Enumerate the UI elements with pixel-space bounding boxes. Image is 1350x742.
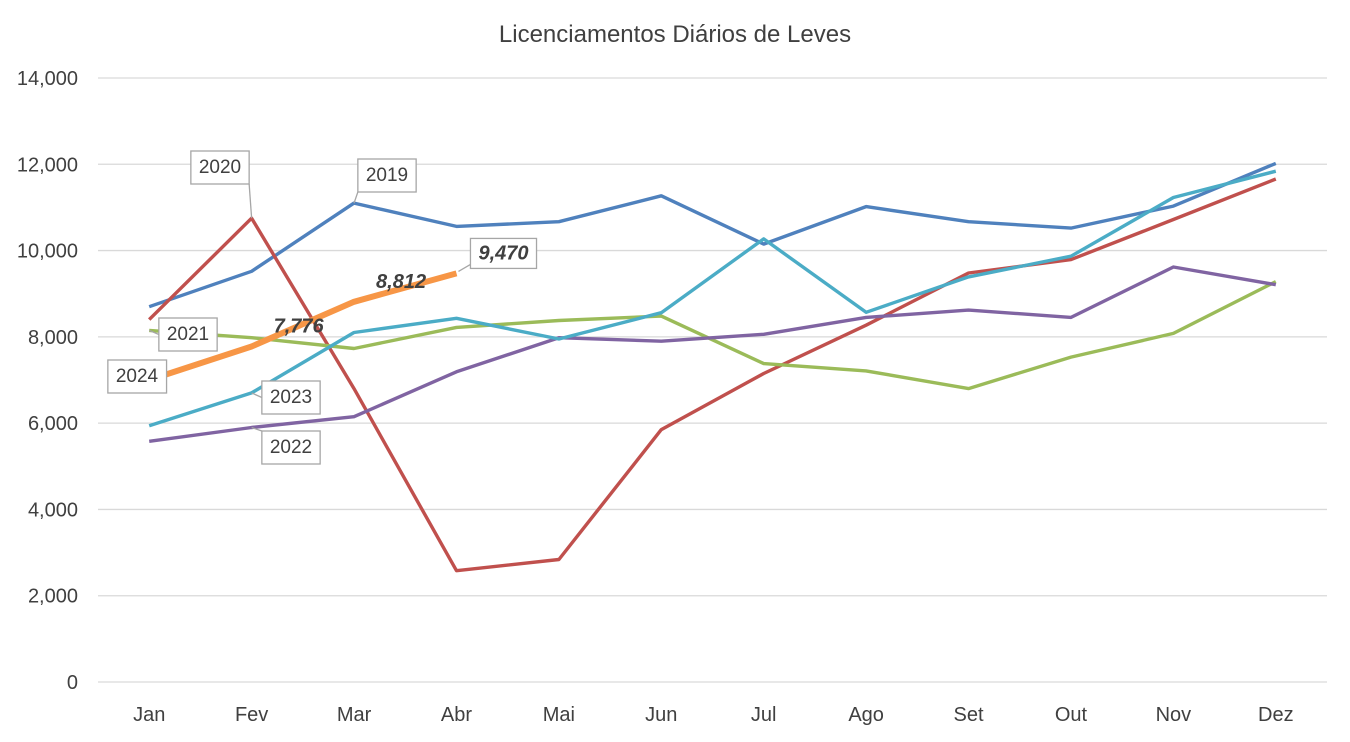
callout-label: 2023 — [270, 387, 312, 408]
y-tick-label: 6,000 — [28, 413, 78, 435]
callout-leader — [148, 329, 160, 336]
callout-label: 2020 — [199, 157, 241, 178]
callout-box — [261, 430, 321, 465]
callout-box — [158, 317, 218, 352]
y-tick-label: 12,000 — [17, 154, 78, 176]
callout-label: 2022 — [270, 437, 312, 458]
series-line-2019 — [148, 161, 1277, 309]
data-label: 8,812 — [376, 271, 426, 293]
y-tick-label: 14,000 — [17, 68, 78, 90]
data-label: 9,470 — [478, 242, 528, 264]
callout-box — [190, 150, 250, 185]
callout-2023: 2023 — [251, 380, 321, 415]
y-tick-label: 8,000 — [28, 327, 78, 349]
callout-2022: 2022 — [251, 426, 321, 465]
callout-box — [261, 380, 321, 415]
callout-label: 2024 — [116, 366, 159, 387]
data-label: 7,776 — [274, 316, 325, 338]
x-tick-label: Nov — [1156, 704, 1192, 726]
callout-2024: 2024 — [107, 359, 168, 394]
y-tick-label: 0 — [67, 672, 78, 694]
x-tick-label: Mai — [543, 704, 575, 726]
x-tick-label: Fev — [235, 704, 268, 726]
data-labels: 7,776 8,812 9,470 — [274, 237, 538, 338]
callout-label: 2021 — [167, 324, 209, 345]
x-tick-label: Out — [1055, 704, 1088, 726]
x-tick-label: Ago — [848, 704, 884, 726]
y-tick-label: 10,000 — [17, 241, 78, 263]
series-callouts: 2020 2019 2021 2024 2023 2022 — [107, 150, 417, 465]
gridlines — [98, 77, 1327, 683]
x-tick-label: Abr — [441, 704, 472, 726]
callout-2020: 2020 — [190, 150, 253, 219]
callout-leader — [251, 392, 263, 399]
series-line-2021 — [149, 280, 1277, 391]
x-tick-label: Dez — [1258, 704, 1294, 726]
x-tick-label: Jul — [751, 704, 777, 726]
data-label-leader — [458, 263, 471, 272]
callout-box — [107, 359, 168, 394]
callout-label: 2019 — [366, 165, 408, 186]
callout-leader — [248, 183, 253, 219]
data-label-box — [469, 237, 538, 270]
series-line-2023 — [148, 169, 1277, 428]
y-tick-label: 4,000 — [28, 499, 78, 521]
x-tick-label: Jan — [133, 704, 165, 726]
x-tick-label: Set — [954, 704, 984, 726]
x-axis-tick-labels: Jan Fev Mar Abr Mai Jun Jul Ago Set Out Nov Dez — [133, 704, 1293, 726]
callout-2019: 2019 — [353, 158, 417, 204]
callout-leader — [353, 191, 359, 204]
series-line-2024 — [148, 270, 458, 383]
series-lines — [148, 161, 1277, 573]
x-tick-label: Jun — [645, 704, 677, 726]
series-line-2020 — [148, 177, 1277, 573]
callout-leader — [251, 426, 263, 432]
callout-box — [357, 158, 417, 193]
chart-title: Licenciamentos Diários de Leves — [499, 21, 851, 48]
y-tick-label: 2,000 — [28, 586, 78, 608]
series-line-2022 — [148, 265, 1277, 443]
y-axis-tick-labels: 0 2,000 4,000 6,000 8,000 10,000 12,000 14,000 — [17, 68, 78, 694]
callout-2021: 2021 — [148, 317, 218, 352]
x-tick-label: Mar — [337, 704, 372, 726]
